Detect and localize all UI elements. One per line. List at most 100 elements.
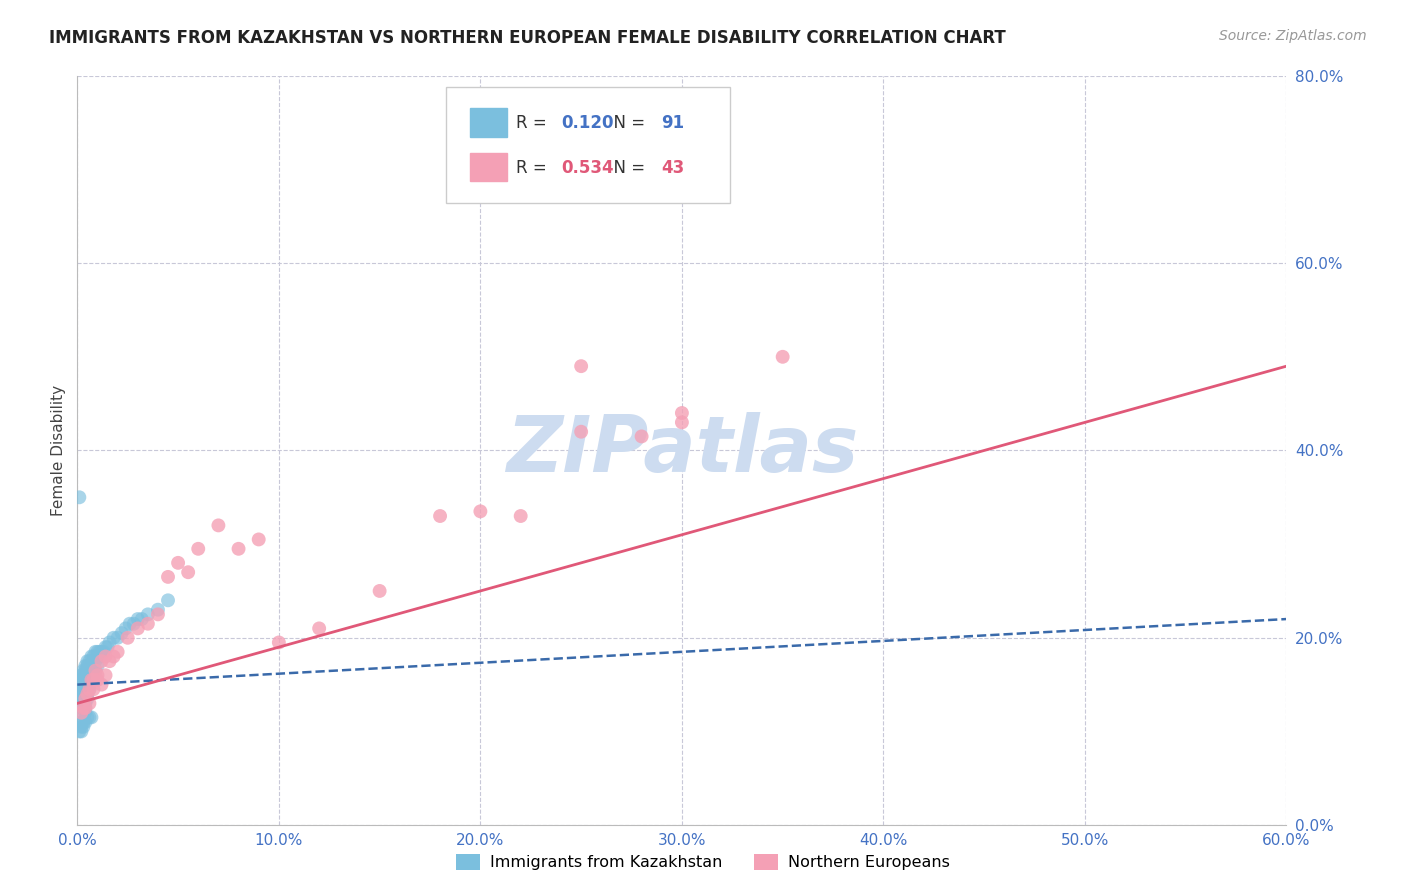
Point — [308, 621, 330, 635]
Point — [84, 645, 107, 659]
Point — [76, 687, 98, 701]
Point — [72, 687, 94, 701]
Point — [228, 541, 250, 556]
Point — [72, 678, 94, 692]
Text: R =: R = — [516, 114, 553, 132]
Point — [84, 664, 107, 678]
Point — [75, 691, 97, 706]
Point — [98, 635, 121, 649]
Point — [247, 533, 270, 547]
Point — [75, 678, 97, 692]
Point — [136, 607, 159, 622]
Point — [75, 673, 97, 687]
Point — [117, 631, 139, 645]
Point — [76, 678, 98, 692]
Point — [107, 631, 129, 645]
Point — [80, 710, 103, 724]
Point — [136, 616, 159, 631]
Point — [72, 682, 94, 697]
Point — [131, 612, 153, 626]
Point — [75, 696, 97, 710]
Text: 0.120: 0.120 — [561, 114, 613, 132]
Point — [76, 658, 98, 673]
Point — [772, 350, 794, 364]
Point — [79, 654, 101, 668]
Point — [82, 654, 104, 668]
Point — [80, 664, 103, 678]
Text: IMMIGRANTS FROM KAZAKHSTAN VS NORTHERN EUROPEAN FEMALE DISABILITY CORRELATION CH: IMMIGRANTS FROM KAZAKHSTAN VS NORTHERN E… — [49, 29, 1005, 46]
Point — [122, 616, 145, 631]
Point — [82, 649, 104, 664]
Point — [86, 645, 108, 659]
Point — [75, 687, 97, 701]
Point — [70, 696, 93, 710]
Point — [70, 687, 93, 701]
Point — [80, 673, 103, 687]
Point — [86, 649, 108, 664]
Point — [67, 696, 90, 710]
Point — [70, 673, 93, 687]
Point — [82, 682, 104, 697]
Point — [82, 668, 104, 682]
Text: 0.534: 0.534 — [561, 159, 613, 177]
Point — [509, 508, 531, 523]
Point — [93, 645, 115, 659]
Point — [70, 701, 93, 715]
Point — [569, 359, 592, 373]
Y-axis label: Female Disability: Female Disability — [51, 384, 66, 516]
Point — [79, 678, 101, 692]
Point — [72, 701, 94, 715]
Point — [90, 654, 112, 668]
Point — [630, 429, 652, 443]
Point — [67, 724, 90, 739]
Point — [67, 682, 90, 697]
Point — [72, 664, 94, 678]
Point — [76, 687, 98, 701]
Point — [75, 715, 97, 730]
Point — [368, 583, 391, 598]
Point — [72, 673, 94, 687]
Point — [72, 691, 94, 706]
Point — [75, 668, 97, 682]
Point — [98, 654, 121, 668]
Point — [90, 645, 112, 659]
Point — [107, 645, 129, 659]
Point — [75, 658, 97, 673]
Point — [94, 640, 117, 655]
Legend: Immigrants from Kazakhstan, Northern Europeans: Immigrants from Kazakhstan, Northern Eur… — [450, 847, 956, 877]
Point — [75, 682, 97, 697]
Point — [114, 621, 136, 635]
Point — [76, 682, 98, 697]
Point — [67, 706, 90, 720]
Point — [70, 691, 93, 706]
Point — [470, 504, 492, 518]
Point — [75, 706, 97, 720]
Point — [70, 668, 93, 682]
Text: 91: 91 — [661, 114, 685, 132]
Point — [118, 616, 141, 631]
Point — [67, 687, 90, 701]
Point — [157, 593, 180, 607]
Point — [671, 415, 693, 429]
Point — [86, 668, 108, 682]
Point — [72, 715, 94, 730]
Point — [82, 673, 104, 687]
Point — [429, 508, 451, 523]
Point — [80, 673, 103, 687]
Point — [82, 664, 104, 678]
Point — [89, 645, 111, 659]
Point — [267, 635, 290, 649]
Point — [76, 654, 98, 668]
Point — [79, 673, 101, 687]
Point — [80, 658, 103, 673]
Point — [127, 612, 149, 626]
Point — [67, 673, 90, 687]
Point — [79, 682, 101, 697]
Point — [79, 710, 101, 724]
Point — [157, 570, 180, 584]
Point — [70, 706, 93, 720]
Text: N =: N = — [603, 159, 651, 177]
Point — [207, 518, 229, 533]
Point — [84, 654, 107, 668]
Point — [79, 664, 101, 678]
